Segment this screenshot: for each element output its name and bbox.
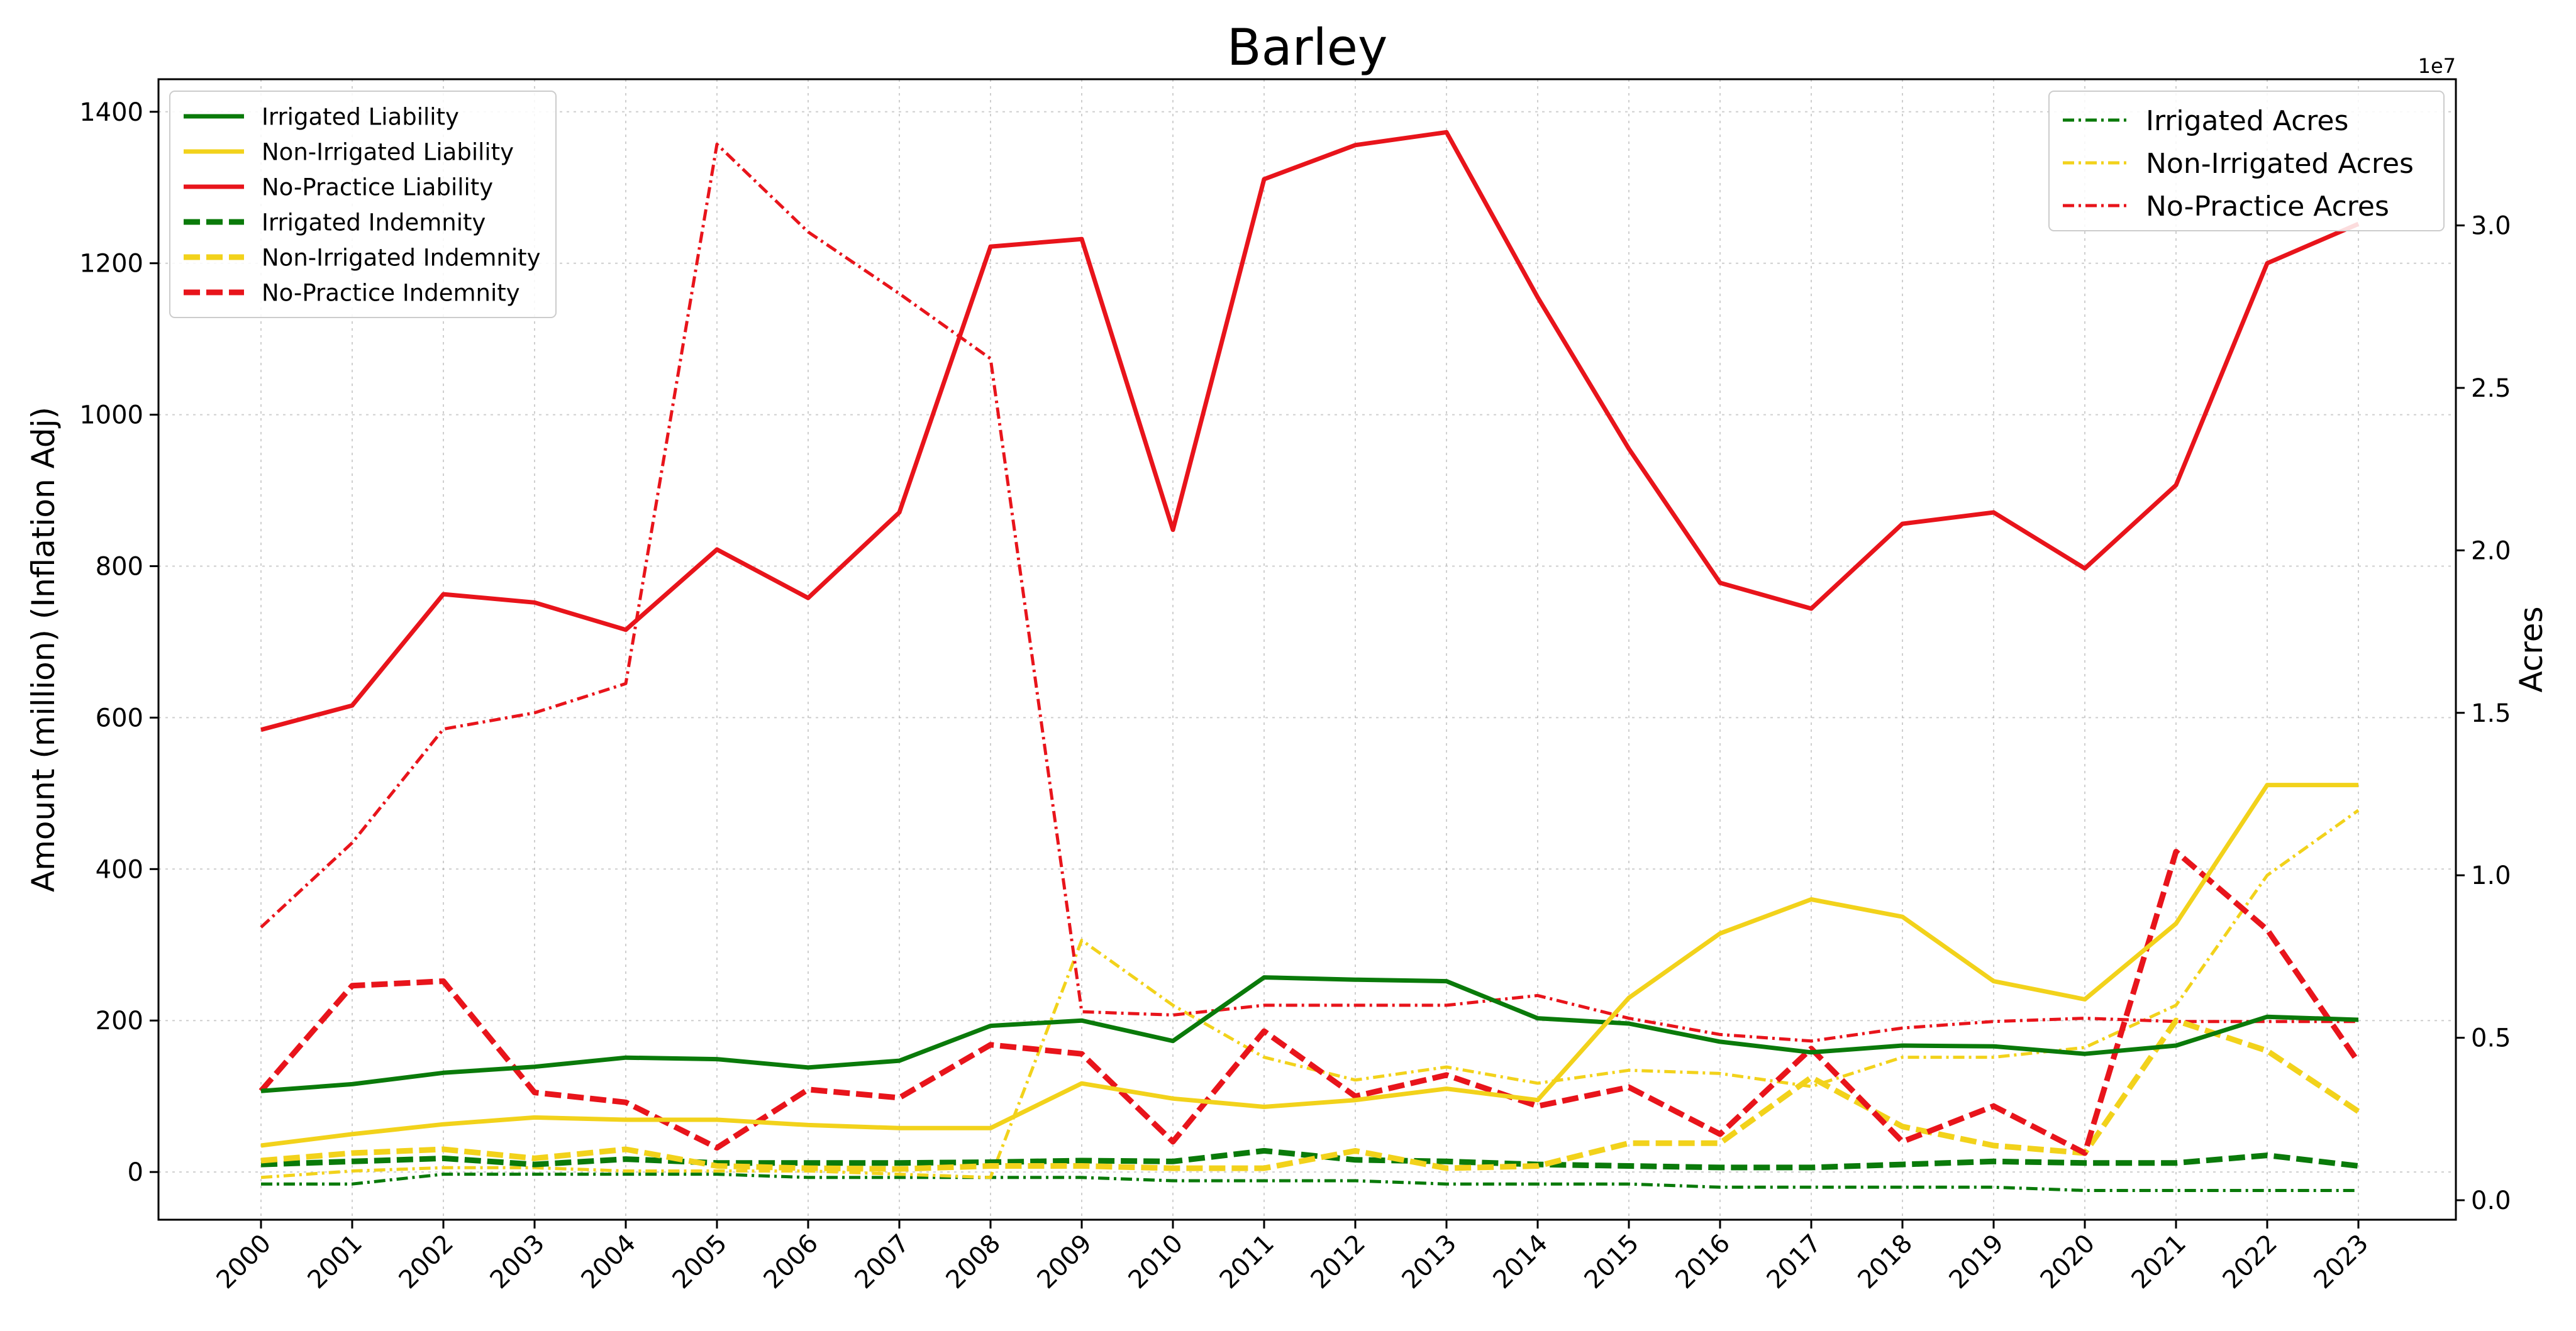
y2-tick-label: 3.0	[2471, 212, 2511, 241]
legend-entry: Non-Irrigated Indemnity	[262, 244, 541, 271]
series-line-no-practice-indemnity	[258, 849, 2361, 1156]
series-lines	[258, 130, 2361, 1192]
legend-entry: Irrigated Acres	[2146, 105, 2348, 137]
y-tick-label: 600	[96, 704, 143, 732]
legend-entry: Irrigated Liability	[262, 103, 459, 130]
legend-right: Irrigated Acres Non-Irrigated Acres No-Pra…	[2048, 91, 2445, 231]
legend-entry: Non-Irrigated Liability	[262, 138, 514, 165]
y2-tick-label: 2.5	[2471, 374, 2511, 403]
series-line-no-practice-acres	[260, 142, 2358, 1043]
y2-tick-label: 0.5	[2471, 1024, 2511, 1053]
legend-left: Irrigated Liability Non-Irrigated Liabili…	[169, 91, 557, 318]
y2-axis-label: Acres	[2513, 606, 2550, 692]
series-line-irrigated-indemnity	[260, 1147, 2359, 1171]
legend-entry: No-Practice Acres	[2146, 191, 2389, 223]
y-tick-label: 1000	[79, 401, 143, 430]
legend-entry: Non-Irrigated Acres	[2146, 148, 2414, 180]
y-tick-label: 0	[128, 1158, 143, 1187]
chart-title: Barley	[1227, 18, 1388, 77]
y-tick-label: 400	[96, 855, 143, 884]
y2-offset-text: 1e7	[2418, 54, 2456, 78]
y-tick-label: 1400	[79, 98, 143, 127]
y2-tick-label: 0.0	[2471, 1186, 2511, 1215]
series-line-irrigated-acres	[261, 1173, 2358, 1192]
plot-frame	[157, 78, 2457, 1221]
y-axis-label: Amount (million) (Inflation Adj)	[25, 407, 62, 892]
y2-tick-label: 2.0	[2471, 536, 2511, 565]
series-line-non-irrigated-indemnity	[260, 1017, 2360, 1172]
series-line-non-irrigated-acres	[260, 809, 2360, 1179]
grid	[158, 79, 2456, 1220]
legend-frame	[2048, 91, 2445, 231]
legend-entry: No-Practice Liability	[262, 174, 493, 201]
y-tick-label: 200	[96, 1007, 143, 1036]
y-tick-label: 1200	[79, 250, 143, 279]
legend-entry: No-Practice Indemnity	[262, 279, 520, 306]
y2-tick-label: 1.0	[2471, 861, 2511, 890]
series-line-non-irrigated-liability	[260, 783, 2358, 1148]
y2-tick-label: 1.5	[2471, 699, 2511, 728]
series-line-irrigated-liability	[260, 975, 2359, 1093]
series-line-no-practice-liability	[260, 130, 2360, 732]
y-tick-label: 800	[96, 553, 143, 582]
legend-frame	[169, 91, 557, 318]
legend-entry: Irrigated Indemnity	[262, 209, 486, 236]
